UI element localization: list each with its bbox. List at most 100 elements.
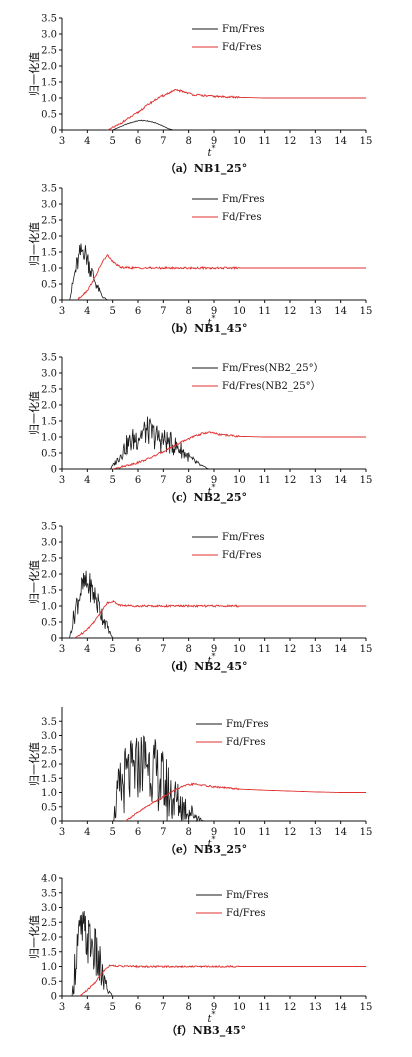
- legend-label: Fd/Fres(NB2_25°）: [222, 380, 321, 392]
- legend-label: Fm/Fres: [222, 532, 265, 543]
- series-line-fm: [109, 416, 210, 470]
- series-line-fm: [112, 119, 174, 131]
- panel-caption: （c）NB2_25°: [164, 491, 247, 504]
- x-tick-label: 5: [109, 1002, 115, 1013]
- y-tick-label: 2.0: [41, 232, 57, 243]
- x-tick-label: 3: [59, 136, 65, 147]
- x-tick-label: 13: [309, 306, 322, 317]
- y-tick-label: 1.5: [41, 774, 57, 785]
- x-axis-label: t*: [207, 652, 215, 667]
- y-tick-label: 3.5: [41, 14, 57, 25]
- x-axis-label: t*: [207, 314, 215, 329]
- y-tick-label: 1.0: [41, 962, 57, 973]
- y-tick-label: 0: [51, 296, 57, 307]
- y-tick-label: 4.0: [41, 874, 57, 885]
- y-axis-label: 归一化值: [27, 915, 41, 959]
- series-line-fm: [112, 735, 205, 823]
- chart-panel: 0 0.5 1.0 1.5 2.0 2.5 3.0 3.5 4.0 3 4 5 6 7 8 9 10 11 12 13…: [0, 868, 412, 1044]
- y-tick-label: 0.5: [41, 977, 57, 988]
- series-line-fd: [76, 254, 366, 301]
- y-tick-label: 3.0: [41, 538, 57, 549]
- y-tick-label: 1.0: [41, 264, 57, 275]
- x-tick-label: 6: [135, 644, 141, 655]
- x-tick-label: 5: [109, 306, 115, 317]
- panel-caption: （e）NB3_25°: [164, 843, 248, 856]
- x-tick-label: 12: [284, 475, 297, 486]
- legend-label: Fd/Fres: [226, 908, 265, 919]
- x-tick-label: 14: [334, 136, 347, 147]
- chart-svg: 0 0.5 1.0 1.5 2.0 2.5 3.0 3.5 4.0 3 4 5 6 7 8 9 10 11 12 13…: [27, 874, 372, 1026]
- x-tick-label: 6: [135, 475, 141, 486]
- y-tick-label: 2.5: [41, 745, 57, 756]
- y-tick-label: 2.0: [41, 760, 57, 771]
- x-tick-label: 11: [258, 1002, 271, 1013]
- x-tick-label: 7: [160, 1002, 166, 1013]
- series-line-fd: [107, 88, 366, 131]
- series-line-fd: [79, 964, 366, 997]
- x-tick-label: 9: [211, 1002, 217, 1013]
- y-tick-label: 1.0: [41, 788, 57, 799]
- x-tick-label: 14: [334, 475, 347, 486]
- x-tick-label: 15: [360, 827, 373, 838]
- panel-caption: （a）NB1_25°: [164, 162, 248, 175]
- x-tick-label: 11: [258, 475, 271, 486]
- x-tick-label: 7: [160, 136, 166, 147]
- y-tick-label: 3.0: [41, 200, 57, 211]
- y-tick-label: 0: [51, 126, 57, 137]
- x-tick-label: 10: [233, 306, 246, 317]
- x-tick-label: 3: [59, 1002, 65, 1013]
- x-tick-label: 15: [360, 644, 373, 655]
- x-tick-label: 3: [59, 644, 65, 655]
- series-line-fm: [71, 910, 113, 997]
- chart-svg: 0 0.5 1.0 1.5 2.0 2.5 3.0 3.5 3 4 5 6 7 8 9 10 11 12 13 14 1…: [27, 184, 372, 330]
- y-axis-label: 归一化值: [27, 742, 41, 786]
- y-tick-label: 2.5: [41, 554, 57, 565]
- y-tick-label: 0.5: [41, 449, 57, 460]
- chart-panel: 0 0.5 1.0 1.5 2.0 2.5 3.0 3.5 3 4 5 6 7 8 9 10 11 12 13 14 1…: [0, 6, 412, 182]
- x-tick-label: 15: [360, 136, 373, 147]
- chart-svg: 0 0.5 1.0 1.5 2.0 2.5 3.0 3.5 3 4 5 6 7 8 9 10 11 12 13 14 1…: [27, 353, 372, 499]
- y-tick-label: 3.5: [41, 522, 57, 533]
- y-tick-label: 0: [51, 634, 57, 645]
- legend-label: Fd/Fres: [226, 737, 265, 748]
- y-tick-label: 0.5: [41, 618, 57, 629]
- x-tick-label: 4: [84, 136, 90, 147]
- y-tick-label: 3.5: [41, 717, 57, 728]
- x-tick-label: 10: [233, 136, 246, 147]
- x-tick-label: 13: [309, 1002, 322, 1013]
- y-tick-label: 0.5: [41, 110, 57, 121]
- x-tick-label: 5: [109, 827, 115, 838]
- x-tick-label: 6: [135, 1002, 141, 1013]
- panel-caption: （f）NB3_45°: [165, 1024, 247, 1037]
- legend-label: Fm/Fres: [226, 890, 269, 901]
- y-tick-label: 0.5: [41, 280, 57, 291]
- x-tick-label: 8: [185, 827, 191, 838]
- y-tick-label: 2.5: [41, 216, 57, 227]
- x-axis-label: t*: [207, 1010, 215, 1025]
- x-tick-label: 7: [160, 827, 166, 838]
- y-tick-label: 3.0: [41, 903, 57, 914]
- legend-label: Fm/Fres: [222, 194, 265, 205]
- x-tick-label: 3: [59, 306, 65, 317]
- chart-panel: 0 0.5 1.0 1.5 2.0 2.5 3.0 3.5 3 4 5 6 7 8 9 10 11 12 13 14 1…: [0, 345, 412, 511]
- x-tick-label: 4: [84, 306, 90, 317]
- y-tick-label: 0.5: [41, 802, 57, 813]
- chart-svg: 0 0.5 1.0 1.5 2.0 2.5 3.0 3.5 3 4 5 6 7 8 9 10 11 12 13 14 1…: [27, 522, 373, 668]
- x-axis-label: t*: [207, 835, 215, 850]
- y-tick-label: 1.0: [41, 433, 57, 444]
- x-tick-label: 14: [334, 306, 347, 317]
- y-tick-label: 2.0: [41, 570, 57, 581]
- y-axis-label: 归一化值: [27, 52, 41, 96]
- chart-svg: 0 0.5 1.0 1.5 2.0 2.5 3.0 3.5 3 4 5 6 7 8 9 10 11 12 13 14 1…: [27, 707, 373, 850]
- y-tick-label: 1.5: [41, 417, 57, 428]
- x-tick-label: 12: [284, 827, 297, 838]
- x-tick-label: 10: [233, 644, 246, 655]
- x-axis-label: t*: [207, 144, 215, 159]
- x-tick-label: 6: [135, 827, 141, 838]
- series-line-fd: [112, 431, 366, 470]
- y-tick-label: 0: [51, 992, 57, 1003]
- x-tick-label: 11: [258, 827, 271, 838]
- y-tick-label: 1.5: [41, 586, 57, 597]
- y-tick-label: 2.0: [41, 933, 57, 944]
